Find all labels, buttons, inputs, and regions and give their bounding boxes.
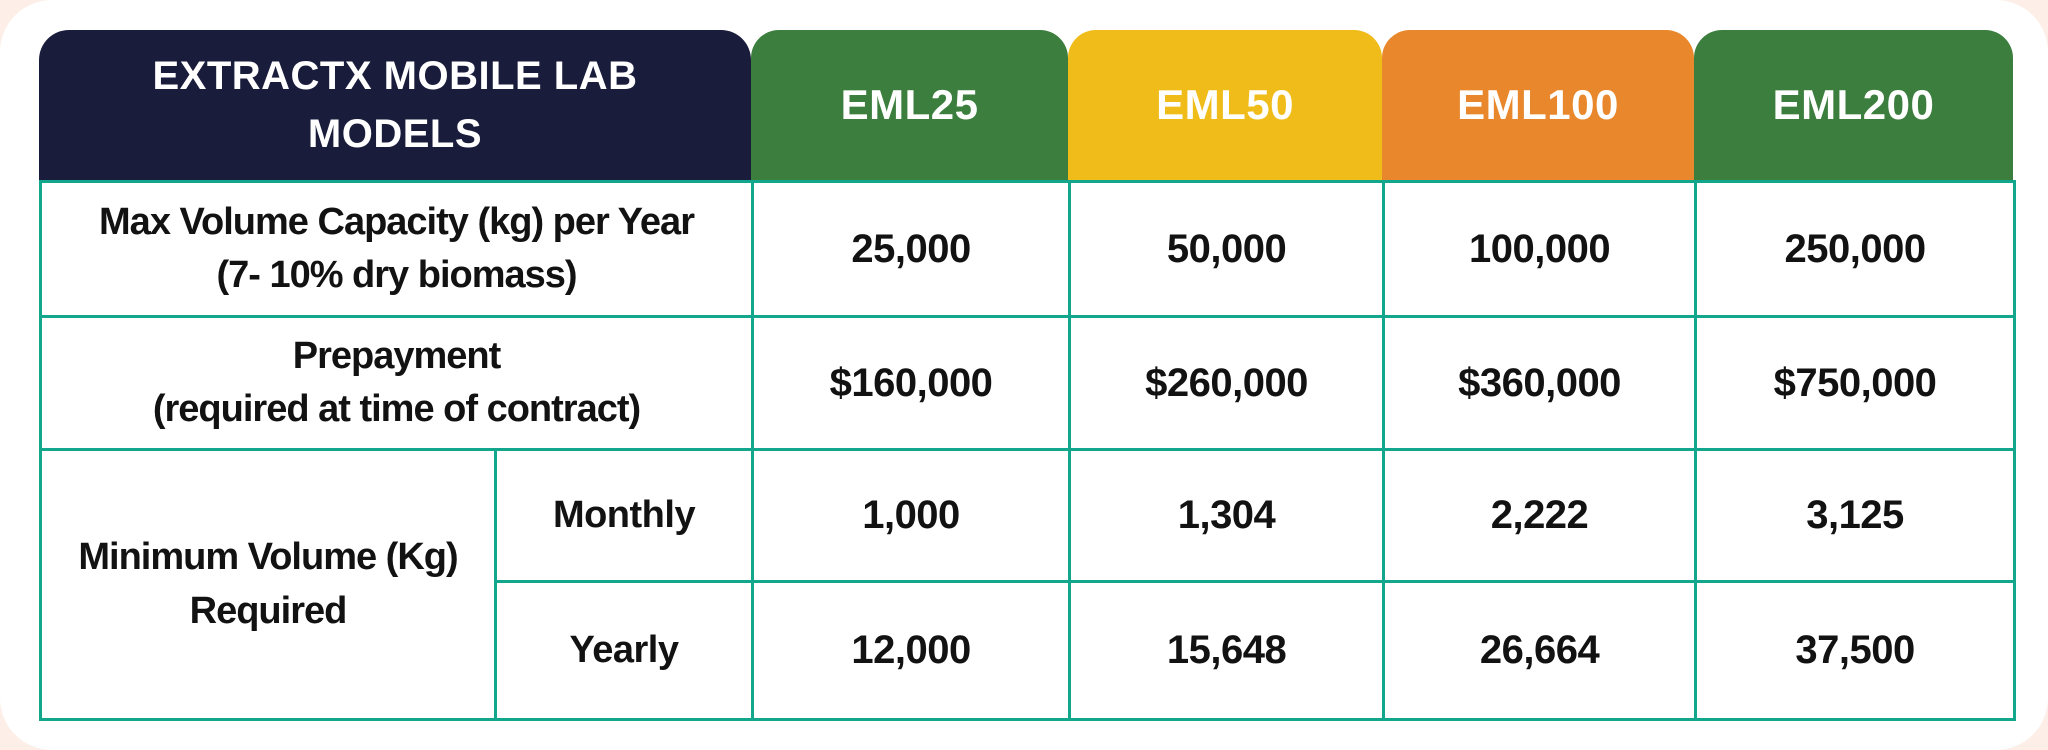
table-title: EXTRACTX MOBILE LAB MODELS bbox=[152, 47, 637, 163]
header-tab-eml100: EML100 bbox=[1382, 30, 1694, 180]
cell-prepay-eml200: $750,000 bbox=[1694, 315, 2017, 451]
cell-monthly-eml50: 1,304 bbox=[1068, 448, 1386, 583]
table-body: Max Volume Capacity (kg) per Year (7- 10… bbox=[38, 180, 2017, 721]
cell-maxvol-eml50: 50,000 bbox=[1068, 180, 1386, 318]
header-tab-eml200: EML200 bbox=[1694, 30, 2013, 180]
table-title-cell: EXTRACTX MOBILE LAB MODELS bbox=[39, 30, 751, 180]
cell-yearly-eml200: 37,500 bbox=[1694, 580, 2017, 721]
group-label-min-volume-line2: Required bbox=[189, 589, 348, 632]
row-max-volume: Max Volume Capacity (kg) per Year (7- 10… bbox=[38, 180, 2017, 318]
group-label-min-volume-line1: Minimum Volume (Kg) bbox=[78, 536, 458, 579]
cell-prepay-eml100: $360,000 bbox=[1382, 315, 1698, 451]
header-tab-eml25: EML25 bbox=[751, 30, 1068, 180]
cell-prepay-eml25: $160,000 bbox=[751, 315, 1072, 451]
header-tab-eml25-label: EML25 bbox=[840, 81, 979, 128]
table-title-line2: MODELS bbox=[307, 112, 483, 156]
cell-monthly-eml100: 2,222 bbox=[1382, 448, 1698, 583]
header-tab-eml50-label: EML50 bbox=[1156, 81, 1294, 128]
row-label-max-volume-line1: Max Volume Capacity (kg) per Year bbox=[99, 200, 695, 243]
sub-label-yearly: Yearly bbox=[493, 580, 755, 721]
sub-label-monthly: Monthly bbox=[493, 448, 755, 583]
cell-prepay-eml50: $260,000 bbox=[1068, 315, 1386, 451]
table-title-line1: EXTRACTX MOBILE LAB bbox=[152, 54, 638, 98]
pricing-table: EXTRACTX MOBILE LAB MODELS EML25 EML50 E… bbox=[38, 30, 2017, 721]
row-min-volume-monthly: Minimum Volume (Kg) Required Monthly 1,0… bbox=[39, 448, 2017, 721]
cell-monthly-eml200: 3,125 bbox=[1694, 448, 2017, 583]
cell-yearly-eml100: 26,664 bbox=[1382, 580, 1698, 721]
header-tab-eml100-label: EML100 bbox=[1457, 81, 1619, 128]
table-header-row: EXTRACTX MOBILE LAB MODELS EML25 EML50 E… bbox=[39, 30, 2013, 180]
row-label-prepayment-line1: Prepayment bbox=[292, 334, 502, 377]
row-min-volume-yearly: Yearly 12,000 15,648 26,664 37,500 bbox=[41, 580, 2017, 721]
row-label-max-volume: Max Volume Capacity (kg) per Year (7- 10… bbox=[38, 180, 755, 318]
header-tab-eml50: EML50 bbox=[1068, 30, 1382, 180]
cell-maxvol-eml100: 100,000 bbox=[1382, 180, 1698, 318]
cell-yearly-eml25: 12,000 bbox=[751, 580, 1072, 721]
row-label-max-volume-line2: (7- 10% dry biomass) bbox=[216, 254, 577, 296]
cell-yearly-eml50: 15,648 bbox=[1068, 580, 1386, 721]
row-prepayment: Prepayment (required at time of contract… bbox=[38, 315, 2017, 451]
header-tab-eml200-label: EML200 bbox=[1772, 81, 1935, 128]
row-label-prepayment-line2: (required at time of contract) bbox=[152, 388, 641, 430]
group-label-min-volume: Minimum Volume (Kg) Required bbox=[39, 448, 497, 721]
row-label-prepayment: Prepayment (required at time of contract… bbox=[38, 315, 755, 451]
cell-maxvol-eml200: 250,000 bbox=[1694, 180, 2017, 318]
cell-maxvol-eml25: 25,000 bbox=[751, 180, 1072, 318]
cell-monthly-eml25: 1,000 bbox=[751, 448, 1072, 583]
